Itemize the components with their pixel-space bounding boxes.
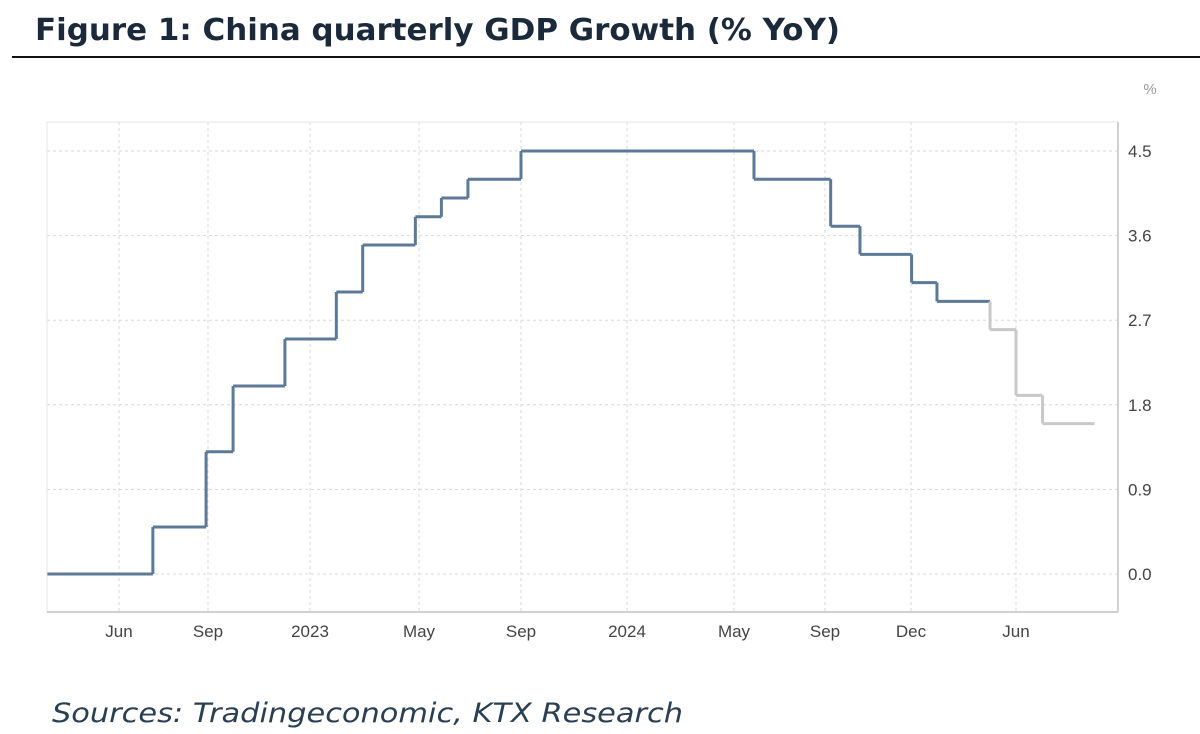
x-tick-labels: Jun Sep 2023 May Sep 2024 May Sep Dec Jun (105, 622, 1029, 641)
x-tick-label: May (403, 622, 436, 641)
y-tick-labels: 0.0 0.9 1.8 2.7 3.6 4.5 (1128, 142, 1152, 584)
x-tick-label: Sep (193, 622, 223, 641)
x-tick-label: Jun (105, 622, 132, 641)
y-tick-label: 2.7 (1128, 311, 1152, 330)
chart-title: Figure 1: China quarterly GDP Growth (% … (35, 13, 840, 48)
x-tick-label: 2023 (291, 622, 329, 641)
x-tick-label: Sep (810, 622, 840, 641)
y-tick-label: 0.0 (1128, 565, 1152, 584)
x-tick-label: May (718, 622, 751, 641)
x-tick-label: 2024 (608, 622, 646, 641)
gdp-series (47, 149, 1095, 576)
y-tick-label: 0.9 (1128, 480, 1152, 499)
x-tick-label: Sep (506, 622, 536, 641)
y-tick-label: 1.8 (1128, 396, 1152, 415)
x-tick-label: Dec (896, 622, 927, 641)
gridlines (47, 122, 1118, 612)
y-unit-label: % (1143, 81, 1156, 98)
source-note: Sources: Tradingeconomic, KTX Research (52, 698, 683, 729)
x-tick-label: Jun (1002, 622, 1029, 641)
y-tick-label: 4.5 (1128, 142, 1152, 161)
y-tick-label: 3.6 (1128, 227, 1152, 246)
